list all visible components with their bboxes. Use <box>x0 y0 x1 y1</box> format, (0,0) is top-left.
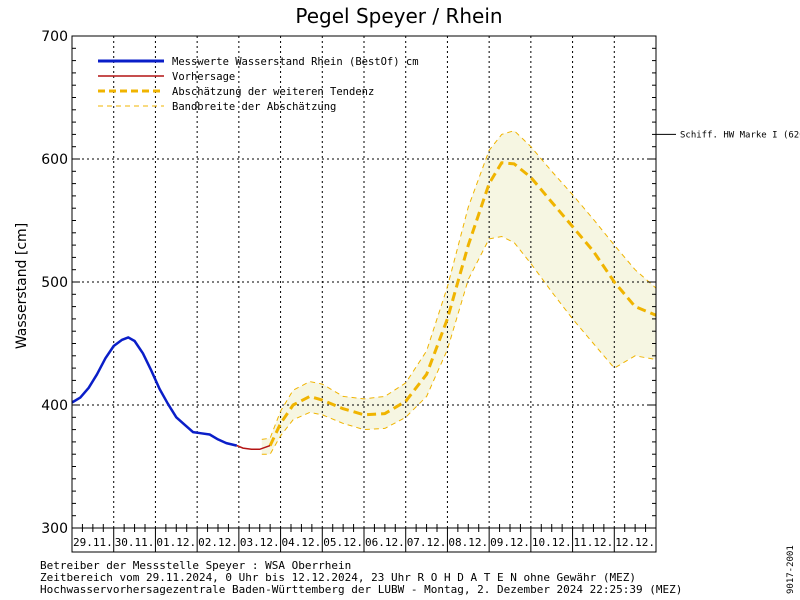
x-tick-label: 10.12. <box>532 536 572 549</box>
x-axis: 29.11. 30.11. 01.12. 02.12. 03.12. 04.12. 05.1… <box>71 524 657 553</box>
chart-title: Pegel Speyer / Rhein <box>295 4 502 28</box>
x-tick-label: 12.12. <box>615 536 655 549</box>
band-upper-line <box>261 130 657 440</box>
x-tick-label: 08.12. <box>448 536 488 549</box>
y-tick-label: 300 <box>41 521 68 537</box>
hw-marker-label: Schiff. HW Marke I (620c <box>680 130 800 140</box>
hw-marker: Schiff. HW Marke I (620c <box>656 130 800 140</box>
y-axis-label: Wasserstand [cm] <box>14 223 30 349</box>
x-tick-label: 06.12. <box>365 536 405 549</box>
forecast-line <box>236 444 271 451</box>
legend-label-band: Bandbreite der Abschätzung <box>172 101 336 113</box>
measured-line <box>71 336 238 447</box>
y-tick-label: 700 <box>41 29 68 45</box>
legend-label-measured: Messwerte Wasserstand Rhein (BestOf) cm <box>172 56 419 68</box>
series-lines <box>71 130 657 455</box>
side-code: 9017-2001 <box>786 545 796 594</box>
x-tick-label: 04.12. <box>282 536 322 549</box>
y-tick-label: 400 <box>41 398 68 414</box>
x-tick-label: 09.12. <box>490 536 530 549</box>
y-tick-label: 600 <box>41 152 68 168</box>
y-tick-label: 500 <box>41 275 68 291</box>
legend-label-trend: Abschätzung der weiteren Tendenz <box>172 86 374 98</box>
grid-lines <box>72 36 656 528</box>
x-tick-label: 11.12. <box>574 536 614 549</box>
band-area <box>261 130 656 455</box>
x-tick-label: 07.12. <box>407 536 447 549</box>
x-tick-label: 05.12. <box>323 536 363 549</box>
x-tick-label: 30.11. <box>115 536 155 549</box>
trend-line <box>268 161 657 447</box>
x-tick-label: 01.12. <box>156 536 196 549</box>
x-tick-label: 29.11. <box>73 536 113 549</box>
legend: Messwerte Wasserstand Rhein (BestOf) cm … <box>98 56 419 113</box>
legend-label-forecast: Vorhersage <box>172 71 235 83</box>
x-tick-label: 03.12. <box>240 536 280 549</box>
plot-area <box>71 35 657 529</box>
y-ticks: 300 400 500 600 700 <box>41 29 656 537</box>
x-tick-label: 02.12. <box>198 536 238 549</box>
footer-source: Hochwasservorhersagezentrale Baden-Württ… <box>40 583 682 596</box>
footer-operator: Betreiber der Messstelle Speyer : WSA Ob… <box>40 559 351 572</box>
footer-time-range: Zeitbereich vom 29.11.2024, 0 Uhr bis 12… <box>40 571 636 584</box>
